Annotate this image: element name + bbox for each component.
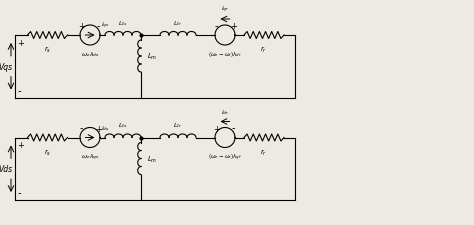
Text: Vqs: Vqs <box>0 63 12 71</box>
Text: $r_s$: $r_s$ <box>44 45 51 55</box>
Text: $L_{\ell r}$: $L_{\ell r}$ <box>173 19 182 28</box>
Text: $i_{dr}$: $i_{dr}$ <box>221 108 229 117</box>
Text: -: - <box>80 123 83 133</box>
Text: $L_{\ell r}$: $L_{\ell r}$ <box>173 121 182 130</box>
Text: +: + <box>18 140 24 149</box>
Text: $r_s$: $r_s$ <box>44 147 51 157</box>
Text: +: + <box>78 22 85 31</box>
Text: $i_{qr}$: $i_{qr}$ <box>221 5 229 15</box>
Text: $i_{ds}$: $i_{ds}$ <box>101 124 110 133</box>
Text: $i_{qs}$: $i_{qs}$ <box>101 21 110 31</box>
Text: -: - <box>232 123 235 133</box>
Text: +: + <box>18 38 24 47</box>
Text: $(\omega_e-\omega_r)\lambda_{qf}$: $(\omega_e-\omega_r)\lambda_{qf}$ <box>208 152 242 162</box>
Text: +: + <box>213 124 220 133</box>
Text: $L_{\ell s}$: $L_{\ell s}$ <box>118 121 128 130</box>
Text: $r_r$: $r_r$ <box>260 147 267 157</box>
Text: +: + <box>230 22 237 31</box>
Text: $\omega_e\lambda_{ds}$: $\omega_e\lambda_{ds}$ <box>81 50 100 59</box>
Text: $L_m$: $L_m$ <box>147 52 157 62</box>
Text: -: - <box>18 188 21 198</box>
Text: $L_m$: $L_m$ <box>147 154 157 164</box>
Text: $L_{\ell s}$: $L_{\ell s}$ <box>118 19 128 28</box>
Text: $\omega_e\lambda_{qs}$: $\omega_e\lambda_{qs}$ <box>81 152 100 162</box>
Text: +: + <box>95 124 102 133</box>
Text: -: - <box>215 21 218 31</box>
Text: Vds: Vds <box>0 164 12 173</box>
Text: -: - <box>18 86 21 96</box>
Text: -: - <box>97 21 100 31</box>
Text: $(\omega_e-\omega_r)\lambda_{dr}$: $(\omega_e-\omega_r)\lambda_{dr}$ <box>208 50 242 59</box>
Text: $r_r$: $r_r$ <box>260 45 267 55</box>
